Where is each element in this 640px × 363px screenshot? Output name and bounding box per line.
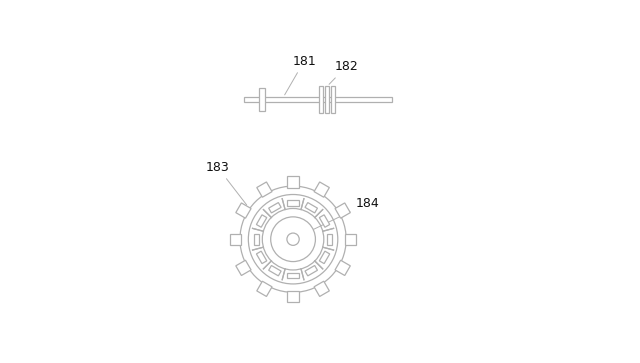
Polygon shape [257, 281, 272, 297]
Polygon shape [305, 265, 317, 276]
Polygon shape [257, 182, 272, 197]
Polygon shape [314, 182, 330, 197]
Polygon shape [319, 215, 330, 227]
Text: 183: 183 [205, 161, 246, 205]
Polygon shape [345, 234, 356, 245]
Bar [332, 86, 335, 113]
Bar [259, 88, 266, 111]
Polygon shape [305, 203, 317, 213]
Polygon shape [314, 281, 330, 297]
Polygon shape [335, 260, 350, 276]
Polygon shape [287, 176, 299, 188]
Polygon shape [287, 273, 299, 278]
Polygon shape [257, 215, 267, 227]
Bar [244, 97, 392, 102]
Polygon shape [230, 234, 241, 245]
Polygon shape [257, 251, 267, 264]
Circle shape [271, 217, 316, 262]
Polygon shape [326, 234, 332, 245]
Polygon shape [254, 234, 259, 245]
Circle shape [248, 195, 338, 284]
Polygon shape [287, 200, 299, 206]
Bar [325, 86, 329, 113]
Polygon shape [287, 291, 299, 302]
Polygon shape [236, 203, 251, 218]
Circle shape [240, 186, 346, 292]
Polygon shape [335, 203, 350, 218]
Polygon shape [319, 251, 330, 264]
Polygon shape [269, 265, 281, 276]
Bar [319, 86, 323, 113]
Text: 184: 184 [296, 197, 379, 238]
Polygon shape [269, 203, 281, 213]
Text: 182: 182 [329, 60, 358, 84]
Circle shape [262, 208, 324, 270]
Circle shape [287, 233, 300, 245]
Polygon shape [236, 260, 251, 276]
Text: 181: 181 [285, 54, 316, 95]
